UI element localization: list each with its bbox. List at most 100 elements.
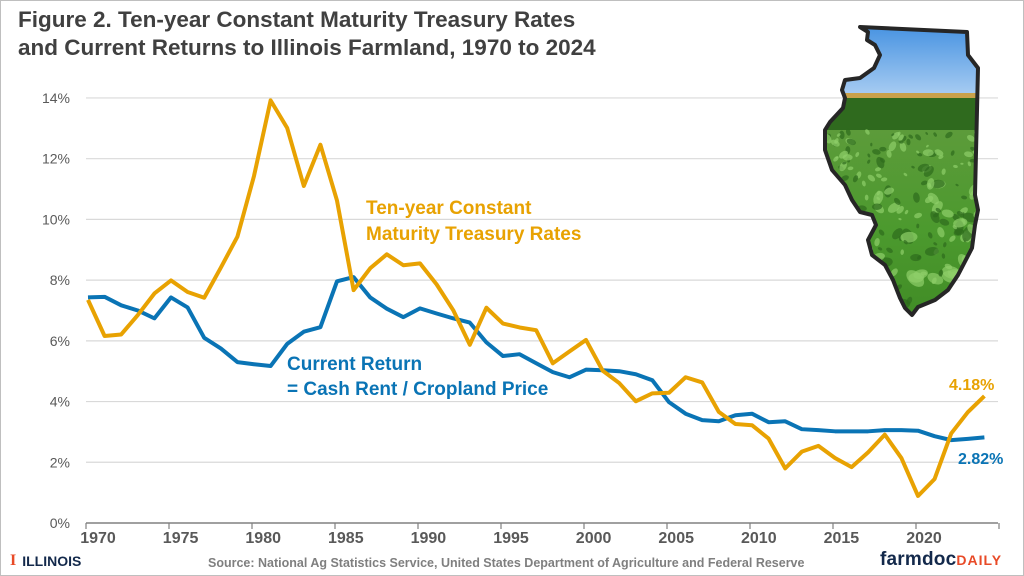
leaf-texture: [914, 212, 923, 219]
leaf-texture: [927, 232, 933, 239]
leaf-texture: [855, 152, 860, 158]
title-line-2: and Current Returns to Illinois Farmland…: [18, 35, 596, 60]
leaf-texture: [828, 176, 834, 185]
leaf-texture: [961, 195, 968, 200]
leaf-texture: [825, 271, 834, 284]
current-return-label-line-2: = Cash Rent / Cropland Price: [287, 379, 548, 400]
leaf-texture: [913, 192, 920, 203]
farmdoc-wordmark: farmdoc: [880, 549, 957, 570]
leaf-texture: [955, 183, 959, 187]
leaf-texture: [843, 315, 849, 319]
farmdoc-daily-logo: farmdocDAILY: [880, 549, 1002, 571]
leaf-texture: [969, 298, 978, 315]
leaf-texture: [926, 178, 935, 190]
x-tick-label: 2000: [576, 530, 612, 547]
leaf-texture: [964, 151, 973, 158]
leaf-texture: [861, 180, 866, 187]
leaf-texture: [852, 242, 865, 260]
leaf-texture: [926, 306, 934, 311]
leaf-texture: [953, 164, 958, 169]
y-tick-label: 14%: [42, 90, 70, 106]
leaf-texture: [943, 242, 947, 248]
treasury-rate-line: [86, 98, 986, 498]
leaf-texture: [916, 223, 920, 229]
leaf-texture: [839, 130, 845, 140]
leaf-texture: [903, 240, 908, 245]
leaf-texture: [890, 310, 896, 315]
x-tick-label: 1975: [163, 530, 199, 547]
leaf-texture: [933, 242, 938, 246]
leaf-texture: [935, 207, 942, 213]
leaf-texture: [870, 142, 873, 147]
leaf-texture: [966, 135, 976, 142]
y-tick-label: 4%: [50, 394, 70, 410]
chart-title: Figure 2. Ten-year Constant Maturity Tre…: [18, 6, 596, 62]
leaf-texture: [860, 221, 864, 226]
leaf-texture: [825, 189, 826, 195]
leaf-texture: [825, 197, 829, 204]
daily-wordmark: DAILY: [956, 552, 1003, 568]
x-tick-label: 1995: [493, 530, 529, 547]
leaf-texture: [869, 303, 877, 309]
leaf-texture: [845, 128, 851, 136]
leaf-texture: [975, 248, 978, 253]
leaf-texture: [904, 209, 909, 215]
leaf-texture: [917, 152, 923, 157]
leaf-texture: [877, 247, 883, 251]
leaf-texture: [906, 138, 911, 146]
leaf-texture: [970, 267, 978, 280]
leaf-texture: [884, 187, 895, 195]
leaf-texture: [916, 150, 920, 154]
leaf-texture: [967, 272, 976, 282]
current-return-label-line-1: Current Return: [287, 354, 422, 375]
leaf-texture: [855, 287, 862, 292]
leaf-texture: [939, 218, 950, 226]
leaf-texture: [913, 269, 928, 279]
x-tick-label: 1990: [411, 530, 447, 547]
leaf-texture: [867, 159, 871, 164]
y-tick-label: 12%: [42, 151, 70, 167]
leaf-texture: [839, 261, 854, 272]
leaf-texture: [929, 307, 942, 315]
leaf-texture: [834, 210, 838, 213]
leaf-texture: [874, 263, 879, 266]
leaf-texture: [956, 211, 965, 218]
leaf-texture: [888, 141, 897, 152]
leaf-texture: [923, 166, 934, 177]
leaf-texture: [933, 212, 940, 218]
leaf-texture: [872, 149, 881, 155]
y-tick-label: 6%: [50, 333, 70, 349]
leaf-texture: [840, 217, 852, 228]
leaf-texture: [876, 156, 885, 169]
illinois-wordmark: ILLINOIS: [22, 553, 82, 569]
x-tick-label: 2015: [824, 530, 860, 547]
leaf-texture: [846, 138, 856, 146]
leaf-texture: [861, 308, 870, 315]
leaf-texture: [867, 174, 876, 182]
leaf-texture: [964, 282, 970, 286]
leaf-texture: [950, 150, 955, 156]
leaf-texture: [941, 253, 946, 259]
leaf-texture: [931, 277, 937, 285]
leaf-texture: [871, 203, 883, 210]
leaf-texture: [899, 142, 907, 152]
leaf-texture: [856, 268, 863, 277]
leaf-texture: [878, 295, 890, 313]
leaf-texture: [836, 219, 845, 231]
leaf-texture: [934, 149, 944, 156]
leaf-texture: [834, 211, 843, 225]
leaf-texture: [835, 207, 842, 211]
leaf-texture: [848, 287, 855, 296]
leaf-texture: [840, 270, 849, 279]
current-return-end-value: 2.82%: [958, 451, 1003, 468]
leaf-texture: [826, 269, 838, 277]
illinois-logo: I ILLINOIS: [10, 552, 81, 570]
leaf-texture: [869, 305, 881, 313]
leaf-texture: [933, 132, 937, 137]
leaf-texture: [874, 167, 882, 172]
leaf-texture: [874, 238, 880, 247]
leaf-texture: [906, 296, 913, 305]
leaf-texture: [892, 228, 903, 240]
leaf-texture: [925, 132, 929, 135]
